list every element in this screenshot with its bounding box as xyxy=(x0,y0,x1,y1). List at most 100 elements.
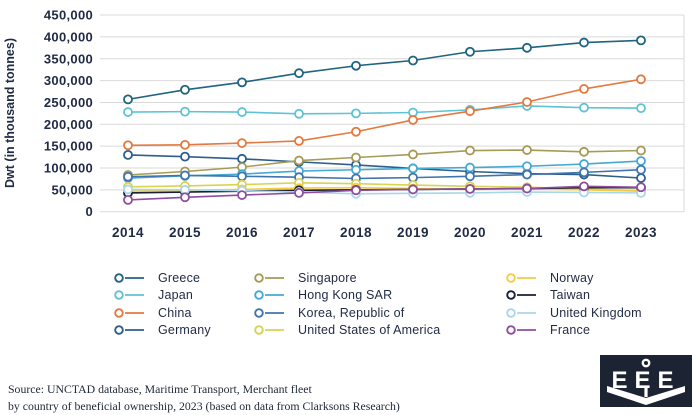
x-tick-label: 2016 xyxy=(226,225,258,240)
data-point xyxy=(123,107,133,117)
data-point xyxy=(351,152,361,163)
data-point xyxy=(636,103,646,114)
legend-item-greece: Greece xyxy=(113,269,200,286)
legend-marker-icon xyxy=(254,325,284,335)
legend-item-label: China xyxy=(158,305,192,320)
legend-marker-icon xyxy=(114,307,144,318)
data-point xyxy=(180,192,190,203)
y-tick-label: 350,000 xyxy=(44,51,93,66)
logo-letters: EEE xyxy=(611,367,680,394)
data-point xyxy=(522,169,532,180)
legend-item-united-states-of-america: United States of America xyxy=(253,322,440,339)
x-tick-label: 2021 xyxy=(511,225,543,240)
legend-item-japan: Japan xyxy=(113,287,193,304)
data-point xyxy=(237,153,247,164)
y-tick-label: 100,000 xyxy=(44,161,93,176)
data-point xyxy=(579,37,589,48)
data-point xyxy=(465,145,475,156)
series-line-japan xyxy=(127,105,642,115)
series-line-korea-republic-of xyxy=(127,168,642,180)
y-tick-label: 200,000 xyxy=(44,117,93,132)
data-point xyxy=(408,115,418,125)
eee-anchor-logo: EEE xyxy=(600,355,692,407)
data-point xyxy=(636,74,646,85)
data-point xyxy=(294,108,304,119)
legend-marker-icon xyxy=(506,290,536,300)
data-point xyxy=(180,170,190,181)
data-point xyxy=(579,84,589,94)
anchor-flukes-icon xyxy=(607,386,685,405)
source-line-2: by country of beneficial ownership, 2023… xyxy=(8,398,400,413)
data-point xyxy=(408,184,418,195)
legend-item-label: Japan xyxy=(158,288,194,302)
x-tick-label: 2015 xyxy=(169,225,201,240)
x-tick-label: 2023 xyxy=(625,225,657,240)
data-point xyxy=(294,136,304,146)
data-point xyxy=(522,145,532,155)
legend-item-united-kingdom: United Kingdom xyxy=(505,304,642,321)
data-point xyxy=(408,55,418,66)
anchor-logo-icon: EEE xyxy=(600,355,692,407)
legend-item-china: China xyxy=(113,304,192,321)
data-point xyxy=(237,107,247,117)
data-point xyxy=(351,126,361,137)
data-point xyxy=(180,106,190,117)
series-line-hong-kong-sar xyxy=(127,160,642,179)
legend-marker-icon xyxy=(506,307,536,318)
series-line-united-kingdom xyxy=(127,188,642,195)
anchor-shank xyxy=(644,388,648,397)
data-point xyxy=(294,188,304,198)
data-point xyxy=(522,183,532,194)
legend-marker-icon xyxy=(506,325,536,335)
data-point xyxy=(465,46,475,57)
series-line-france xyxy=(127,185,642,201)
x-tick-label: 2019 xyxy=(397,225,429,240)
data-point xyxy=(579,159,589,169)
legend-item-label: France xyxy=(550,323,591,337)
data-point xyxy=(294,68,304,79)
data-point xyxy=(123,171,133,182)
series-line-greece xyxy=(127,39,642,101)
data-point xyxy=(522,42,532,53)
y-tick-label: 50,000 xyxy=(51,182,93,197)
y-tick-label: 250,000 xyxy=(44,95,93,110)
data-point xyxy=(123,94,133,105)
x-tick-label: 2022 xyxy=(568,225,600,240)
data-point xyxy=(351,185,361,196)
x-tick-label: 2020 xyxy=(454,225,486,240)
data-point xyxy=(636,173,646,183)
legend-item-norway: Norway xyxy=(505,269,594,286)
legend-item-label: Singapore xyxy=(298,270,357,285)
data-point xyxy=(636,164,646,175)
legend-marker-icon xyxy=(254,307,284,318)
legend-marker-icon xyxy=(114,272,144,283)
data-point xyxy=(123,149,133,160)
y-tick-label: 150,000 xyxy=(44,139,93,154)
data-point xyxy=(636,145,646,156)
legend-item-hong-kong-sar: Hong Kong SAR xyxy=(253,287,392,304)
data-point xyxy=(579,102,589,113)
line-chart: 0 50,000 100,000 150,000 200,000 250,000 300,0… xyxy=(3,8,685,240)
legend-item-label: Norway xyxy=(550,270,594,285)
data-point xyxy=(636,156,646,166)
data-point xyxy=(237,190,247,200)
data-point xyxy=(579,181,589,192)
legend-item-taiwan: Taiwan xyxy=(505,287,590,304)
legend-item-label: Korea, Republic of xyxy=(298,305,405,320)
legend-item-label: Taiwan xyxy=(550,288,591,302)
anchor-ring-icon xyxy=(641,358,651,368)
legend-marker-icon xyxy=(254,290,284,300)
source-note: Source: UNCTAD database, Maritime Transp… xyxy=(8,381,568,414)
data-point xyxy=(636,35,646,46)
data-point xyxy=(237,171,247,182)
series-line-singapore xyxy=(127,149,642,176)
source-line-1: Source: UNCTAD database, Maritime Transp… xyxy=(8,382,312,396)
legend-marker-icon xyxy=(114,325,144,335)
data-point xyxy=(465,162,475,173)
legend-item-label: Greece xyxy=(158,270,201,285)
data-point xyxy=(351,108,361,119)
data-point xyxy=(408,163,418,174)
data-point xyxy=(180,139,190,150)
data-point xyxy=(636,182,646,193)
